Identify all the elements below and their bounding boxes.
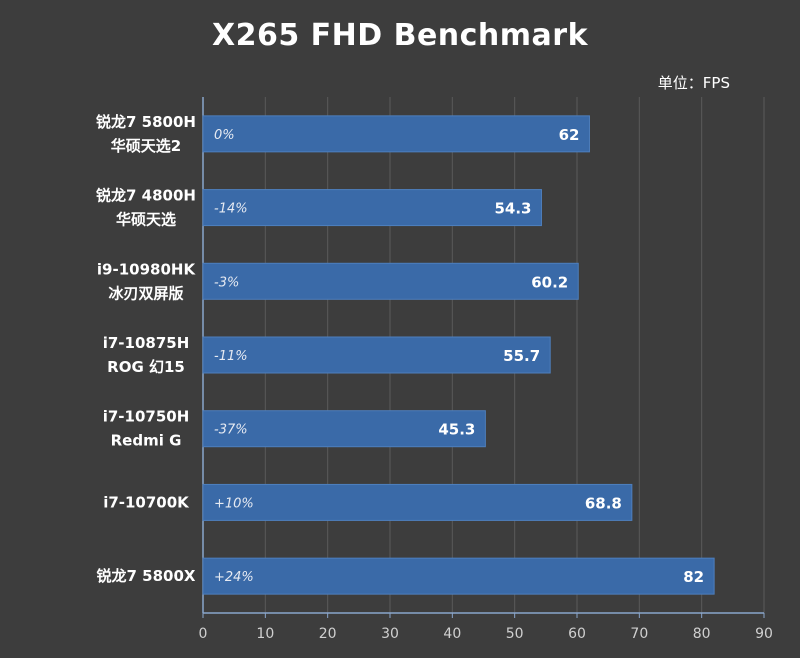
bar-2 xyxy=(202,262,579,300)
x-tick-label-20: 20 xyxy=(319,626,337,642)
x-tick-label-80: 80 xyxy=(693,626,711,642)
x-tick-label-70: 70 xyxy=(630,626,648,642)
bar-5 xyxy=(202,483,633,521)
category-label-4-0: i7-10750H xyxy=(103,408,190,426)
delta-label-3: -11% xyxy=(214,349,248,364)
x-tick-label-40: 40 xyxy=(443,626,461,642)
delta-label-5: +10% xyxy=(214,496,254,511)
delta-label-1: -14% xyxy=(214,202,248,217)
bar-4 xyxy=(202,410,486,448)
value-label-2: 60.2 xyxy=(531,273,568,291)
value-label-3: 55.7 xyxy=(503,347,540,365)
bar-1 xyxy=(202,189,542,227)
delta-label-0: 0% xyxy=(214,128,235,143)
category-label-0-1: 华硕天选2 xyxy=(111,137,181,155)
value-label-4: 45.3 xyxy=(438,421,475,439)
bar-6 xyxy=(202,557,715,595)
category-label-5-0: i7-10700K xyxy=(103,493,190,511)
x-tick-label-50: 50 xyxy=(506,626,524,642)
value-label-1: 54.3 xyxy=(494,200,531,218)
delta-label-6: +24% xyxy=(214,570,254,585)
value-label-0: 62 xyxy=(559,126,580,144)
x-tick-label-30: 30 xyxy=(381,626,399,642)
x-tick-label-0: 0 xyxy=(199,626,208,642)
chart-title: X265 FHD Benchmark xyxy=(211,18,589,53)
category-label-4-1: Redmi G xyxy=(111,432,182,450)
bar-3 xyxy=(202,336,551,374)
value-label-6: 82 xyxy=(683,568,704,586)
unit-label: 单位：FPS xyxy=(657,74,730,92)
category-label-6-0: 锐龙7 5800X xyxy=(97,567,196,585)
bar-0 xyxy=(202,115,590,153)
x-tick-label-90: 90 xyxy=(755,626,773,642)
category-label-1-0: 锐龙7 4800H xyxy=(96,187,196,205)
delta-label-4: -37% xyxy=(214,423,248,438)
category-label-1-1: 华硕天选 xyxy=(116,211,176,229)
category-label-2-0: i9-10980HK xyxy=(97,260,197,278)
delta-label-2: -3% xyxy=(214,275,239,290)
category-label-2-1: 冰刃双屏版 xyxy=(108,284,183,302)
x-tick-label-60: 60 xyxy=(568,626,586,642)
category-label-3-1: ROG 幻15 xyxy=(107,358,185,376)
category-label-3-0: i7-10875H xyxy=(103,334,190,352)
category-label-0-0: 锐龙7 5800H xyxy=(96,113,196,131)
value-label-5: 68.8 xyxy=(585,494,622,512)
x-tick-label-10: 10 xyxy=(256,626,274,642)
